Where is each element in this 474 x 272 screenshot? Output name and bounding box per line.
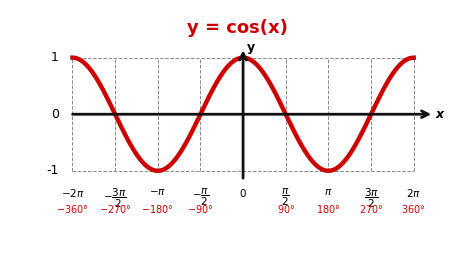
Text: $-270°$: $-270°$	[99, 203, 131, 215]
Text: $-\dfrac{\pi}{2}$: $-\dfrac{\pi}{2}$	[192, 187, 209, 208]
Text: 1: 1	[51, 51, 59, 64]
Text: y = cos(x): y = cos(x)	[187, 19, 287, 37]
Text: $-\dfrac{3\pi}{2}$: $-\dfrac{3\pi}{2}$	[103, 187, 127, 211]
Text: $-2\pi$: $-2\pi$	[61, 187, 84, 199]
Text: $90°$: $90°$	[277, 203, 295, 215]
Text: x: x	[436, 108, 444, 121]
Text: $2\pi$: $2\pi$	[406, 187, 421, 199]
Text: $360°$: $360°$	[401, 203, 426, 215]
Text: -1: -1	[46, 164, 59, 177]
Text: $180°$: $180°$	[316, 203, 341, 215]
Text: $-180°$: $-180°$	[141, 203, 174, 215]
Text: $\pi$: $\pi$	[324, 187, 333, 197]
Text: $0$: $0$	[239, 187, 247, 199]
Text: $-\pi$: $-\pi$	[149, 187, 166, 197]
Text: $\dfrac{3\pi}{2}$: $\dfrac{3\pi}{2}$	[364, 187, 379, 211]
Text: $270°$: $270°$	[359, 203, 383, 215]
Text: y: y	[247, 41, 255, 54]
Text: 0: 0	[51, 108, 59, 121]
Text: $\dfrac{\pi}{2}$: $\dfrac{\pi}{2}$	[282, 187, 290, 208]
Text: $-90°$: $-90°$	[187, 203, 214, 215]
Text: $-360°$: $-360°$	[56, 203, 89, 215]
